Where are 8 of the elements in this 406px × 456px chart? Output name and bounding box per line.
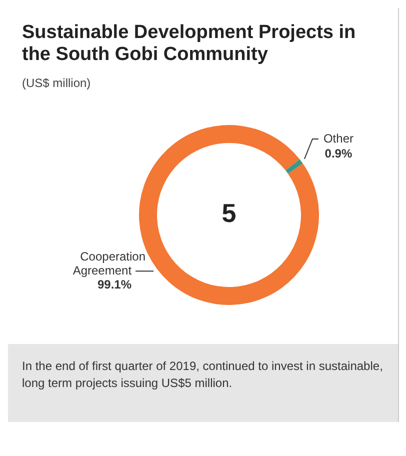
chart-subtitle: (US$ million) bbox=[22, 76, 92, 90]
data-label: 0.9% bbox=[324, 146, 352, 160]
text: In the end of first quarter of 2019, continued to invest in sustainable, long term projects issuing US$5 million. bbox=[22, 358, 384, 392]
data-label: 99.1% bbox=[97, 277, 132, 292]
slice-label: Cooperation Agreement bbox=[72, 249, 146, 278]
slice-label: Other bbox=[323, 131, 354, 146]
text: 5 bbox=[222, 198, 236, 228]
chart-title: Sustainable Development Projects in the South Gobi Community bbox=[22, 22, 357, 66]
